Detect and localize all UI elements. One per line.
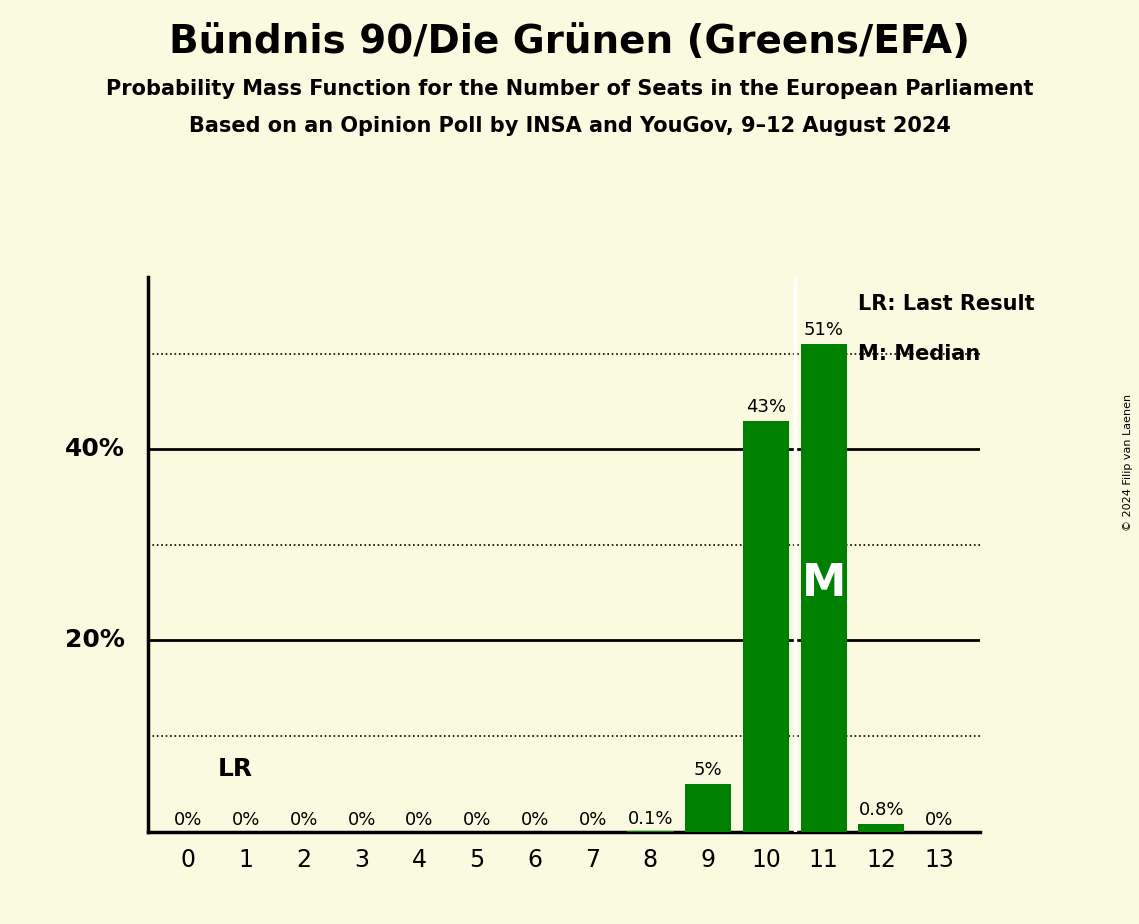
Text: 40%: 40% [65,437,125,461]
Text: Based on an Opinion Poll by INSA and YouGov, 9–12 August 2024: Based on an Opinion Poll by INSA and You… [189,116,950,136]
Text: 0%: 0% [925,810,953,829]
Text: Probability Mass Function for the Number of Seats in the European Parliament: Probability Mass Function for the Number… [106,79,1033,99]
Text: LR: LR [218,758,253,782]
Bar [743,420,789,832]
Bar [685,784,731,832]
Text: 5%: 5% [694,761,722,779]
Text: 0%: 0% [232,810,261,829]
Text: 0%: 0% [289,810,318,829]
Text: 0%: 0% [174,810,203,829]
Bar [859,824,904,832]
Bar [628,831,673,832]
Text: 0%: 0% [464,810,491,829]
Text: M: M [802,562,846,604]
Text: LR: Last Result: LR: Last Result [859,294,1035,314]
Text: 0%: 0% [405,810,434,829]
Text: © 2024 Filip van Laenen: © 2024 Filip van Laenen [1123,394,1133,530]
Text: 0%: 0% [521,810,549,829]
Text: 51%: 51% [804,322,844,339]
Text: Bündnis 90/Die Grünen (Greens/EFA): Bündnis 90/Die Grünen (Greens/EFA) [169,23,970,61]
Text: 0%: 0% [347,810,376,829]
Text: 0.8%: 0.8% [859,801,904,820]
Bar [801,344,846,832]
Text: 0.1%: 0.1% [628,809,673,828]
Text: M: Median: M: Median [859,344,981,364]
Text: 20%: 20% [65,628,125,652]
Text: 0%: 0% [579,810,607,829]
Text: 43%: 43% [746,398,786,416]
